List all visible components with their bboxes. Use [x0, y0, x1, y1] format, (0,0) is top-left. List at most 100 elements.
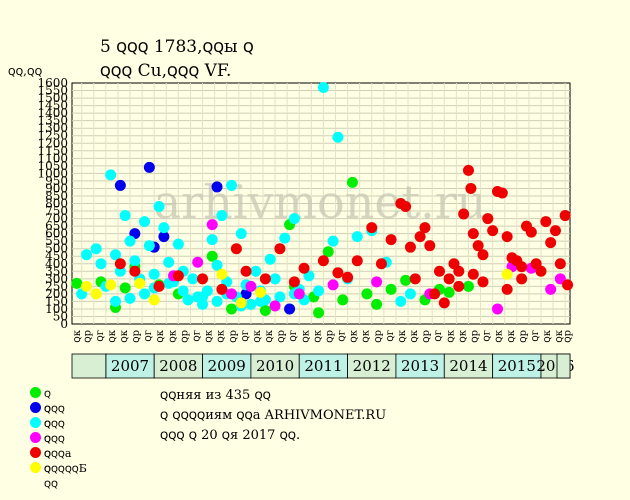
- data-point: [90, 243, 102, 255]
- data-point: [477, 276, 489, 288]
- year-label: 2013: [401, 357, 439, 375]
- data-point: [95, 258, 107, 270]
- data-point: [235, 228, 247, 240]
- x-quarter-label: ꞯк: [72, 329, 83, 342]
- x-quarter-label: ꞯк: [264, 329, 275, 342]
- data-point: [139, 288, 151, 300]
- y-tick-label: 1150: [37, 144, 68, 158]
- data-point: [153, 280, 165, 292]
- data-point: [134, 277, 146, 289]
- data-point: [487, 225, 499, 237]
- x-quarter-label: ꞯк: [397, 329, 408, 342]
- data-point: [172, 238, 184, 250]
- y-tick-label: 950: [45, 174, 68, 188]
- data-point: [153, 201, 165, 213]
- data-point: [477, 249, 489, 261]
- y-tick-label: 1100: [37, 151, 68, 165]
- data-point: [337, 294, 349, 306]
- data-point: [114, 258, 126, 270]
- y-tick-label: 300: [45, 272, 68, 286]
- x-quarter-label: ꞯк: [494, 329, 505, 342]
- data-point: [197, 291, 209, 303]
- data-point: [317, 82, 329, 94]
- data-point: [366, 222, 378, 234]
- x-quarter-label: ꞯг: [385, 330, 396, 342]
- y-tick-label: 1550: [37, 84, 68, 98]
- data-point: [211, 295, 223, 307]
- y-tick-label: 1000: [37, 166, 68, 180]
- data-point: [419, 222, 431, 234]
- data-point: [206, 219, 218, 231]
- y-tick-label: 450: [45, 249, 68, 263]
- data-point: [110, 295, 122, 307]
- x-quarter-label: ꞯк: [119, 329, 130, 342]
- y-axis-label: ꞯꞯ,ꞯꞯ: [8, 64, 43, 78]
- data-point: [298, 262, 310, 274]
- data-point: [491, 303, 503, 315]
- data-point: [197, 273, 209, 285]
- x-quarter-label: ꞯр: [179, 330, 190, 343]
- y-tick-label: 1300: [37, 121, 68, 135]
- x-quarter-label: ꞯр: [518, 330, 529, 343]
- data-point: [467, 268, 479, 280]
- data-point: [226, 303, 238, 315]
- legend-marker: [30, 387, 41, 398]
- legend-marker: [30, 447, 41, 458]
- y-tick-label: 1050: [37, 159, 68, 173]
- data-point: [264, 253, 276, 265]
- year-label: 2014: [449, 357, 487, 375]
- year-label: 2010: [256, 357, 294, 375]
- y-tick-label: 850: [45, 189, 68, 203]
- data-point: [211, 181, 223, 193]
- x-quarter-label: ꞯр: [373, 330, 384, 343]
- legend-marker: [30, 432, 41, 443]
- y-tick-label: 1600: [37, 76, 68, 90]
- data-point: [293, 288, 305, 300]
- y-tick-label: 0: [60, 317, 68, 331]
- data-point: [375, 258, 387, 270]
- year-label: 2015: [498, 357, 536, 375]
- data-point: [129, 255, 141, 267]
- y-tick-label: 650: [45, 219, 68, 233]
- x-quarter-label: ꞯг: [482, 330, 493, 342]
- x-quarter-label: ꞯг: [288, 330, 299, 342]
- year-band: [202, 353, 252, 379]
- data-point: [158, 222, 170, 234]
- data-point: [288, 213, 300, 225]
- year-label: 2008: [159, 357, 197, 375]
- data-point: [429, 288, 441, 300]
- data-point: [197, 298, 209, 310]
- legend-label: ꞯ ꞯꞯꞯ: [44, 387, 65, 415]
- data-point: [105, 169, 117, 181]
- data-point: [462, 164, 474, 176]
- x-quarter-label: ꞯк: [409, 329, 420, 342]
- year-band: [395, 353, 445, 379]
- data-point: [158, 231, 170, 243]
- data-point: [206, 234, 218, 246]
- data-point: [81, 280, 93, 292]
- data-point: [501, 231, 513, 243]
- data-point: [453, 265, 465, 277]
- data-point: [496, 187, 508, 199]
- data-point: [124, 235, 136, 247]
- data-point: [216, 283, 228, 295]
- data-point: [230, 243, 242, 255]
- x-quarter-label: ꞯг: [143, 330, 154, 342]
- x-quarter-label: ꞯк: [312, 329, 323, 342]
- year-band: [347, 353, 397, 379]
- y-tick-label: 150: [45, 294, 68, 308]
- x-quarter-label: ꞯк: [204, 329, 215, 342]
- data-point: [313, 307, 325, 319]
- x-quarter-label: ꞯр: [563, 330, 574, 343]
- data-point: [322, 246, 334, 258]
- data-point: [400, 274, 412, 286]
- data-point: [192, 256, 204, 268]
- legend-label: ꞯ ꞯꞯꞯ: [44, 402, 65, 430]
- data-point: [245, 298, 257, 310]
- data-point: [525, 226, 537, 238]
- data-point: [148, 268, 160, 280]
- data-point: [467, 228, 479, 240]
- data-point: [317, 255, 329, 267]
- x-quarter-label: ꞯк: [457, 329, 468, 342]
